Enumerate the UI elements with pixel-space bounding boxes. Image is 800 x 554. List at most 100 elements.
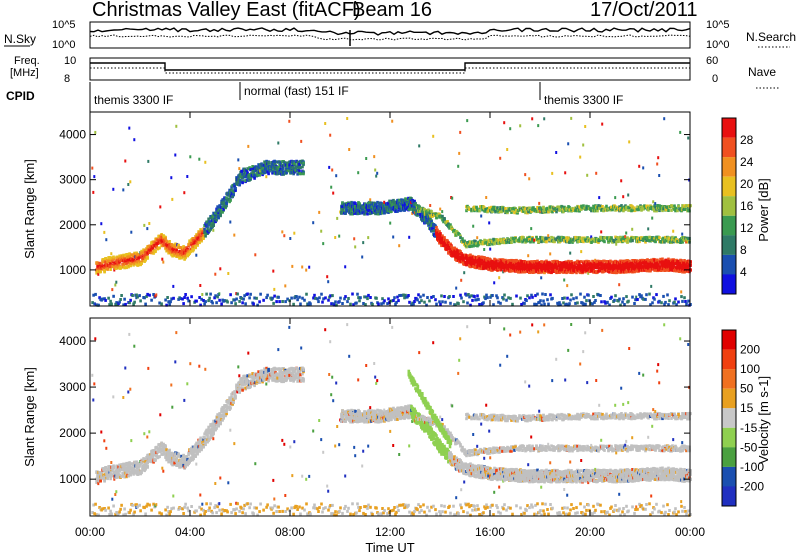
power-pixel	[555, 265, 558, 269]
power-pixel	[459, 293, 462, 297]
power-noise-pixel	[277, 141, 280, 145]
power-pixel	[303, 298, 306, 302]
power-pixel	[390, 299, 393, 303]
power-pixel	[548, 208, 551, 212]
power-pixel	[571, 206, 574, 210]
power-pixel	[273, 294, 276, 298]
power-pixel	[562, 301, 565, 305]
power-noise-pixel	[130, 230, 133, 234]
power-pixel	[161, 244, 164, 248]
power-noise-pixel	[174, 153, 177, 157]
power-pixel	[497, 240, 500, 244]
power-noise-pixel	[567, 142, 570, 146]
power-pixel	[529, 240, 532, 244]
power-pixel	[198, 296, 201, 299]
power-pixel	[253, 176, 256, 180]
power-pixel	[599, 294, 602, 297]
power-pixel	[638, 240, 641, 244]
nsearch-tick-low: 10^0	[706, 39, 730, 51]
power-pixel	[351, 292, 354, 296]
power-noise-pixel	[580, 250, 583, 254]
power-pixel	[512, 237, 515, 241]
power-pixel	[435, 302, 438, 306]
power-pixel	[555, 210, 558, 214]
power-pixel	[528, 238, 531, 241]
power-pixel	[551, 296, 554, 300]
power-pixel	[469, 253, 472, 257]
power-pixel	[267, 161, 270, 164]
power-pixel	[190, 241, 193, 245]
power-pixel	[400, 293, 403, 297]
power-pixel	[604, 265, 607, 269]
power-pixel	[637, 208, 640, 212]
power-pixel	[427, 222, 430, 226]
power-pixel	[550, 235, 553, 239]
power-pixel	[259, 292, 262, 296]
power-noise-pixel	[499, 156, 502, 160]
nsky-line	[89, 27, 691, 36]
power-pixel	[150, 298, 153, 302]
power-noise-pixel	[189, 155, 192, 159]
power-pixel	[461, 237, 464, 241]
power-pixel	[546, 206, 549, 210]
power-noise-pixel	[551, 171, 554, 175]
power-pixel	[279, 163, 282, 166]
power-pixel	[350, 209, 353, 213]
power-pixel	[172, 248, 175, 252]
power-pixel	[621, 300, 624, 304]
power-pixel	[622, 297, 625, 301]
power-pixel	[257, 165, 260, 169]
power-pixel	[463, 239, 466, 243]
power-pixel	[441, 214, 444, 218]
power-pixel	[660, 301, 663, 305]
power-pixel	[234, 186, 237, 190]
power-pixel	[451, 254, 454, 258]
power-noise-pixel	[519, 124, 522, 128]
power-pixel	[408, 300, 411, 304]
power-pixel	[538, 300, 541, 304]
power-pixel	[132, 263, 135, 267]
power-pixel	[644, 240, 647, 244]
power-pixel	[225, 196, 228, 200]
nsky-tick-high: 10^5	[52, 19, 76, 31]
power-pixel	[570, 293, 573, 297]
power-pixel	[160, 302, 163, 306]
power-pixel	[410, 202, 413, 206]
power-pixel	[342, 207, 345, 211]
power-noise-pixel	[320, 229, 323, 233]
power-noise-pixel	[625, 231, 628, 235]
power-pixel	[228, 188, 231, 192]
power-pixel	[383, 299, 386, 303]
power-pixel	[107, 296, 110, 300]
station-title: Christmas Valley East (fitACF)	[92, 0, 361, 21]
power-pixel	[462, 258, 465, 262]
power-pixel	[481, 262, 484, 266]
power-pixel	[556, 267, 559, 271]
power-pixel	[543, 302, 546, 306]
power-pixel	[341, 205, 344, 209]
power-pixel	[617, 299, 620, 303]
power-noise-pixel	[656, 162, 659, 166]
power-pixel	[143, 296, 146, 300]
power-pixel	[538, 266, 541, 269]
power-pixel	[430, 220, 433, 224]
power-pixel	[189, 247, 192, 251]
power-pixel	[255, 296, 258, 300]
power-pixel	[535, 302, 538, 306]
power-pixel	[207, 217, 210, 221]
power-pixel	[262, 298, 265, 302]
power-pixel	[613, 271, 616, 275]
power-pixel	[491, 242, 494, 246]
power-pixel	[179, 297, 182, 301]
power-noise-pixel	[214, 272, 217, 276]
power-pixel	[661, 257, 664, 261]
power-pixel	[491, 210, 494, 214]
power-pixel	[662, 236, 665, 240]
power-noise-pixel	[638, 164, 641, 168]
power-pixel	[566, 296, 569, 300]
power-pixel	[628, 259, 631, 263]
power-noise-pixel	[663, 117, 666, 121]
power-pixel	[393, 296, 396, 300]
cpid-label: CPID	[6, 89, 35, 103]
power-noise-pixel	[472, 224, 475, 228]
